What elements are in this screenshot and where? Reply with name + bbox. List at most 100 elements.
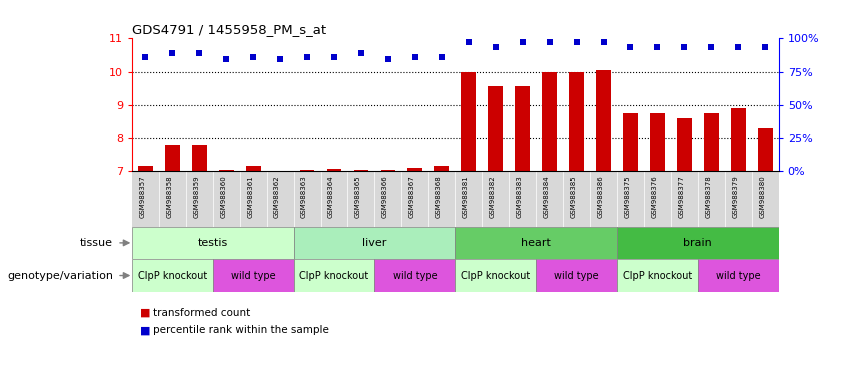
Bar (731, 108, 745, 171)
Point (220, 56, 233, 62)
Text: transformed count: transformed count (153, 308, 250, 318)
Text: GSM988357: GSM988357 (140, 175, 146, 218)
Bar (294, 227, 455, 259)
Text: testis: testis (197, 238, 228, 248)
Bar (704, 113, 719, 171)
Bar (353, 170, 368, 171)
Point (139, 53, 152, 60)
Text: GSM988375: GSM988375 (625, 175, 631, 218)
Bar (617, 259, 698, 292)
Bar (617, 227, 779, 259)
Text: GSM988382: GSM988382 (489, 175, 495, 218)
Bar (246, 166, 260, 171)
Text: GSM988378: GSM988378 (705, 175, 711, 218)
Bar (138, 166, 153, 171)
Point (381, 56, 395, 62)
Text: GSM988379: GSM988379 (732, 175, 739, 218)
Text: GSM988365: GSM988365 (355, 175, 361, 218)
Bar (455, 259, 536, 292)
Point (165, 50, 179, 56)
Text: GSM988358: GSM988358 (166, 175, 172, 218)
Bar (132, 259, 213, 292)
Text: ■: ■ (140, 308, 151, 318)
Text: genotype/variation: genotype/variation (7, 270, 113, 281)
Point (516, 39, 529, 45)
Bar (569, 71, 584, 171)
Bar (623, 113, 638, 171)
Text: GSM988381: GSM988381 (463, 175, 469, 218)
Bar (434, 166, 449, 171)
Text: GSM988368: GSM988368 (436, 175, 442, 218)
Bar (455, 227, 617, 259)
Text: ClpP knockout: ClpP knockout (138, 270, 207, 281)
Bar (488, 86, 503, 171)
Bar (380, 170, 396, 171)
Point (354, 50, 368, 56)
Text: GDS4791 / 1455958_PM_s_at: GDS4791 / 1455958_PM_s_at (132, 23, 326, 36)
Text: brain: brain (683, 238, 712, 248)
Text: GSM988360: GSM988360 (220, 175, 226, 218)
Point (327, 53, 340, 60)
Point (543, 39, 557, 45)
Text: wild type: wild type (392, 270, 437, 281)
Point (758, 44, 772, 50)
Bar (461, 71, 477, 171)
Point (462, 39, 476, 45)
Text: wild type: wild type (554, 270, 599, 281)
Bar (132, 227, 294, 259)
Bar (374, 259, 455, 292)
Text: ClpP knockout: ClpP knockout (461, 270, 530, 281)
Text: ClpP knockout: ClpP knockout (623, 270, 692, 281)
Bar (165, 145, 180, 171)
Bar (650, 113, 665, 171)
Text: ClpP knockout: ClpP knockout (300, 270, 368, 281)
Bar (294, 259, 374, 292)
Text: GSM988386: GSM988386 (597, 175, 603, 218)
Text: GSM988363: GSM988363 (301, 175, 307, 218)
Point (677, 44, 691, 50)
Bar (698, 259, 779, 292)
Text: tissue: tissue (80, 238, 113, 248)
Text: GSM988362: GSM988362 (274, 175, 280, 218)
Text: GSM988364: GSM988364 (328, 175, 334, 218)
Bar (219, 170, 234, 171)
Text: GSM988359: GSM988359 (193, 175, 199, 218)
Text: GSM988383: GSM988383 (517, 175, 523, 218)
Text: wild type: wild type (231, 270, 276, 281)
Bar (327, 169, 341, 171)
Text: GSM988384: GSM988384 (544, 175, 550, 218)
Text: GSM988376: GSM988376 (651, 175, 657, 218)
Bar (191, 145, 207, 171)
Bar (536, 259, 617, 292)
Text: ■: ■ (140, 325, 151, 335)
Text: heart: heart (521, 238, 551, 248)
Point (570, 39, 584, 45)
Point (732, 44, 745, 50)
Bar (408, 168, 422, 171)
Text: GSM988366: GSM988366 (382, 175, 388, 218)
Bar (677, 118, 692, 171)
Point (705, 44, 718, 50)
Bar (542, 71, 557, 171)
Point (408, 53, 422, 60)
Point (597, 39, 610, 45)
Point (650, 44, 664, 50)
Text: GSM988377: GSM988377 (678, 175, 684, 218)
Point (624, 44, 637, 50)
Text: GSM988380: GSM988380 (759, 175, 765, 218)
Point (273, 56, 287, 62)
Point (247, 53, 260, 60)
Text: GSM988367: GSM988367 (408, 175, 415, 218)
Bar (757, 128, 773, 171)
Bar (515, 86, 530, 171)
Point (300, 53, 314, 60)
Text: wild type: wild type (716, 270, 761, 281)
Text: GSM988385: GSM988385 (570, 175, 577, 218)
Bar (300, 170, 315, 171)
Point (435, 53, 448, 60)
Text: percentile rank within the sample: percentile rank within the sample (153, 325, 329, 335)
Text: GSM988361: GSM988361 (247, 175, 254, 218)
Bar (213, 259, 294, 292)
Bar (596, 70, 611, 171)
Point (192, 50, 206, 56)
